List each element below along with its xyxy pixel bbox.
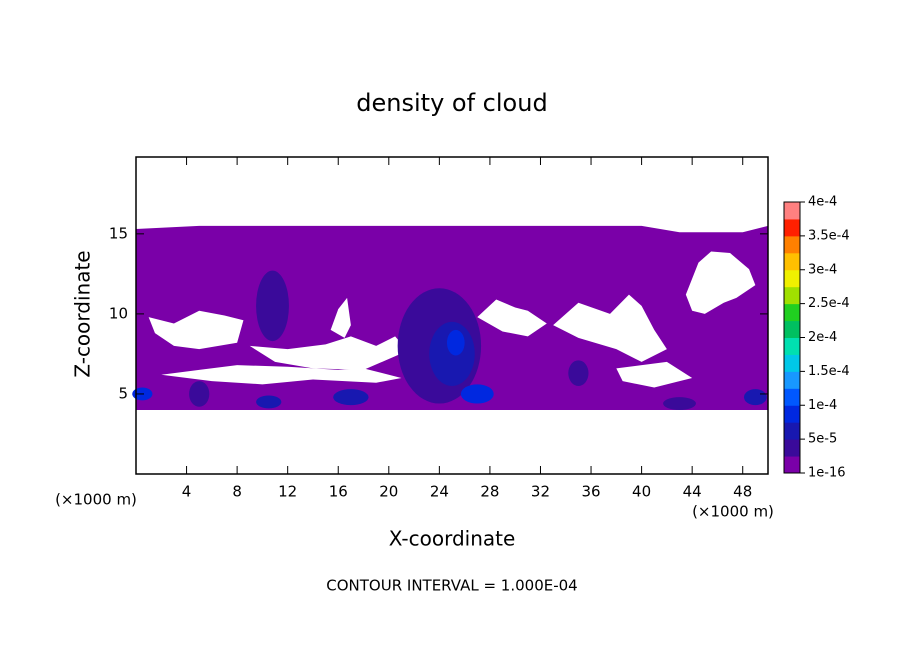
chart-title: density of cloud	[356, 89, 547, 117]
colorbar-swatch	[784, 235, 800, 254]
colorbar-swatch	[784, 439, 800, 457]
colorbar-label: 3e-4	[808, 262, 837, 277]
colorbar-swatch	[784, 202, 800, 220]
colorbar-swatch	[784, 218, 800, 237]
x-tick-label: 40	[632, 483, 651, 501]
x-tick-label: 36	[581, 483, 600, 501]
contour-blob	[333, 389, 369, 406]
x-tick-label: 24	[430, 483, 449, 501]
colorbar-label: 1e-16	[808, 466, 846, 481]
colorbar-label: 4e-4	[808, 195, 837, 210]
cloud-free-region	[148, 310, 244, 350]
x-tick-label: 20	[379, 483, 398, 501]
colorbar-label: 2e-4	[808, 330, 837, 345]
colorbar-label: 2.5e-4	[808, 296, 850, 311]
x-tick-label: 32	[531, 483, 550, 501]
colorbar-swatch	[784, 422, 800, 440]
contour-blob	[663, 397, 696, 410]
contour-blob	[568, 360, 589, 386]
y-tick-label: 15	[109, 224, 128, 242]
cloud-free-region	[616, 361, 693, 388]
cloud-free-region	[249, 336, 408, 370]
contour-blob	[743, 389, 767, 406]
colorbar-swatch	[784, 388, 800, 406]
colorbar-swatch	[784, 371, 800, 389]
x-tick-label: 16	[329, 483, 348, 501]
colorbar-swatch	[784, 354, 800, 372]
colorbar-swatch	[784, 269, 800, 288]
contour-blob	[446, 329, 465, 356]
x-tick-label: 12	[278, 483, 297, 501]
x-tick-label: 4	[182, 483, 192, 501]
y-unit: (×1000 m)	[55, 491, 137, 509]
footer: CONTOUR INTERVAL = 1.000E-04	[326, 577, 577, 595]
cloud-free-region	[161, 365, 402, 385]
cloud-free-region	[553, 294, 667, 362]
colorbar-label: 5e-5	[808, 432, 837, 447]
colorbar-label: 1e-4	[808, 398, 837, 413]
y-tick-label: 5	[118, 384, 128, 402]
contour-blob	[460, 384, 494, 404]
x-tick-label: 28	[480, 483, 499, 501]
colorbar-swatch	[784, 303, 800, 322]
y-tick-label: 10	[109, 304, 128, 322]
colorbar-label: 3.5e-4	[808, 228, 850, 243]
colorbar-swatch	[784, 286, 800, 305]
colorbar-swatch	[784, 337, 800, 355]
colorbar-swatch	[784, 252, 800, 271]
contour-blob	[256, 395, 282, 409]
cloud-free-region	[685, 251, 756, 314]
colorbar-label: 1.5e-4	[808, 364, 850, 379]
colorbar-swatch	[784, 320, 800, 338]
colorbar-swatch	[784, 405, 800, 423]
colorbar-swatch	[784, 456, 800, 474]
contour-blob	[256, 270, 289, 342]
x-tick-label: 48	[733, 483, 752, 501]
cloud-free-region	[330, 297, 351, 338]
contour-blob	[189, 381, 210, 407]
x-tick-label: 44	[683, 483, 702, 501]
plot-frame	[135, 156, 769, 475]
x-unit: (×1000 m)	[692, 503, 774, 521]
x-tick-label: 8	[232, 483, 242, 501]
y-axis-label: Z-coordinate	[71, 250, 95, 377]
x-axis-label: X-coordinate	[389, 527, 516, 551]
cloud-free-region	[477, 299, 547, 337]
